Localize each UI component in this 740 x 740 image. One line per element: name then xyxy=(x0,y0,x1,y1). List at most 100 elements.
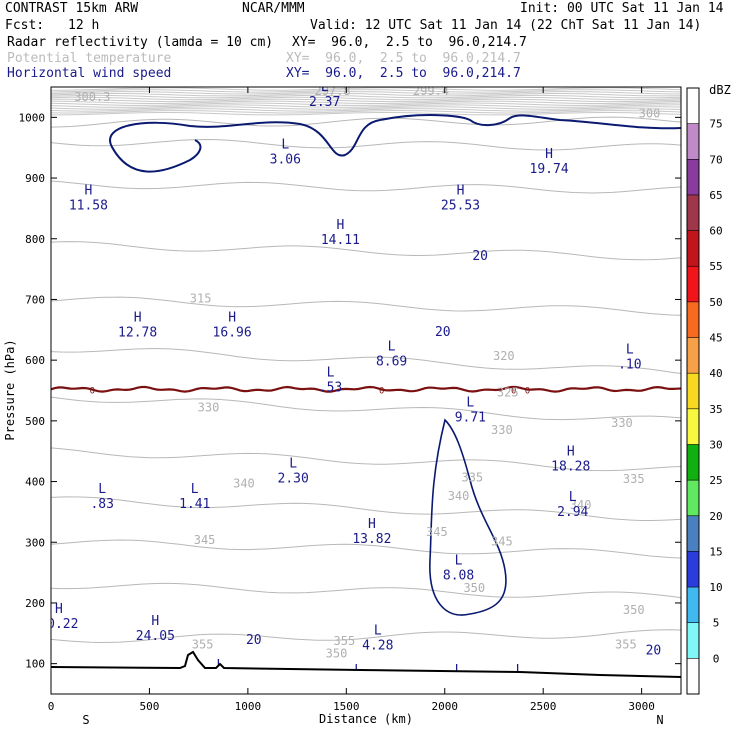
isentrope-band-line xyxy=(51,87,681,91)
wind-extremum-kind: H xyxy=(336,218,344,233)
wind-extremum-value: 19.74 xyxy=(530,162,569,177)
freezing-level-label: 0 xyxy=(511,386,516,396)
isentrope-band-line xyxy=(51,108,681,112)
theta-label: 350 xyxy=(463,581,485,595)
freezing-level-label: 0 xyxy=(525,386,530,396)
wind-extremum-kind: H xyxy=(84,183,92,198)
y-tick-label: 700 xyxy=(25,293,45,306)
colorbar-swatch xyxy=(687,301,699,338)
wind-extremum-value: 8.08 xyxy=(443,569,474,584)
theta-label: 355 xyxy=(615,637,637,651)
model-title: CONTRAST 15km ARW xyxy=(5,1,139,16)
theta-contour-305 xyxy=(51,138,681,151)
isentrope-band-line xyxy=(51,89,681,93)
colorbar-swatch xyxy=(687,480,699,517)
wind-extremum-value: 24.05 xyxy=(136,629,175,644)
colorbar-swatch xyxy=(687,194,699,231)
colorbar-label: 30 xyxy=(709,438,722,451)
wind-extremum-h: H16.96 xyxy=(213,311,252,341)
colorbar-swatch xyxy=(687,337,699,374)
theta-label: 330 xyxy=(491,423,513,437)
colorbar-swatch xyxy=(687,408,699,445)
colorbar-label: 50 xyxy=(709,296,722,309)
wind-extremum-h: H12.78 xyxy=(118,311,157,341)
field-xy-wind: XY= 96.0, 2.5 to 96.0,214.7 xyxy=(286,66,521,81)
wind-extremum-h: H25.53 xyxy=(441,183,480,213)
colorbar-label: 55 xyxy=(709,260,722,273)
isentrope-band-line xyxy=(51,100,681,104)
isentrope-band-line xyxy=(51,106,681,110)
theta-contour-335 xyxy=(51,447,681,472)
wind-extremum-kind: L xyxy=(374,623,382,638)
wind-extremum-kind: L xyxy=(327,365,335,380)
theta-label: 355 xyxy=(192,637,214,651)
theta-label: 355 xyxy=(334,634,356,648)
wind-extremum-kind: L xyxy=(455,554,463,569)
wind-extremum-value: 4.28 xyxy=(362,638,393,653)
isentrope-band-line xyxy=(51,91,681,95)
field-name-wind: Horizontal wind speed xyxy=(7,66,172,81)
wind-extremum-l: L9.71 xyxy=(455,396,486,426)
colorbar-swatch xyxy=(687,88,699,125)
isentrope-band-line xyxy=(51,94,681,99)
north-end-label: N xyxy=(656,713,663,727)
x-axis-label: Distance (km) xyxy=(319,712,413,726)
y-tick-label: 900 xyxy=(25,172,45,185)
colorbar-label: 0 xyxy=(713,652,720,665)
freezing-level-label: 0 xyxy=(379,386,384,396)
wind-extremum-value: 20.22 xyxy=(39,617,78,632)
wind-extremum-kind: H xyxy=(151,614,159,629)
wind-extremum-kind: L xyxy=(388,339,396,354)
wind-extremum-h: H20.22 xyxy=(39,602,78,632)
y-tick-label: 200 xyxy=(25,597,45,610)
theta-label: 320 xyxy=(493,349,515,363)
y-tick-label: 800 xyxy=(25,233,45,246)
isentrope-band-line xyxy=(51,96,681,101)
y-tick-label: 300 xyxy=(25,536,45,549)
theta-ground-label: 297.8 xyxy=(314,84,350,98)
theta-contour-350 xyxy=(51,582,681,599)
wind-extremum-kind: L xyxy=(191,482,199,497)
wind-extremum-kind: L xyxy=(569,490,577,505)
wind-extremum-kind: L xyxy=(516,663,524,678)
colorbar-label: 15 xyxy=(709,545,722,558)
wind-extremum-h: H14.11 xyxy=(321,218,360,248)
y-tick-label: 1000 xyxy=(19,111,46,124)
theta-label: 335 xyxy=(623,472,645,486)
colorbar-label: 45 xyxy=(709,332,722,345)
colorbar-label: 65 xyxy=(709,189,722,202)
wind-extremum-value: 2.94 xyxy=(557,505,588,520)
wind-extremum-l: L8.69 xyxy=(376,339,407,369)
y-axis-label: Pressure (hPa) xyxy=(3,339,17,440)
isentrope-band-line xyxy=(51,102,681,106)
wind-extremum-value: .83 xyxy=(90,497,113,512)
theta-label: 350 xyxy=(623,603,645,617)
x-tick-label: 500 xyxy=(140,700,160,713)
plot-frame xyxy=(50,86,682,695)
wind-contour-label: 20 xyxy=(646,644,662,659)
wind-extremum-l: L.10 xyxy=(618,342,641,372)
wind-extremum-value: 16.96 xyxy=(213,326,252,341)
field-xy-theta: XY= 96.0, 2.5 to 96.0,214.7 xyxy=(286,51,521,66)
x-tick-label: 3000 xyxy=(628,700,655,713)
wind-extremum-kind: H xyxy=(55,602,63,617)
wind-extremum-h: H11.58 xyxy=(69,183,108,213)
wind-contour-lowlevel xyxy=(429,418,507,616)
south-end-label: S xyxy=(82,713,89,727)
wind-extremum-h: H18.28 xyxy=(551,444,590,474)
theta-contour-315 xyxy=(51,241,681,261)
theta-ground-label: 300.3 xyxy=(74,90,110,104)
colorbar-swatch xyxy=(687,373,699,410)
wind-extremum-value: 8.69 xyxy=(376,354,407,369)
wind-extremum-l: L2.94 xyxy=(557,490,588,520)
theta-label: 345 xyxy=(491,534,513,548)
wind-extremum-kind: H xyxy=(134,311,142,326)
colorbar-label: 25 xyxy=(709,474,722,487)
wind-extremum-value: 18.28 xyxy=(551,459,590,474)
theta-label: 330 xyxy=(198,401,220,415)
wind-extremum-kind: H xyxy=(228,311,236,326)
theta-contour-345 xyxy=(51,539,681,559)
wind-extremum-kind: L xyxy=(321,80,329,95)
init-time: Init: 00 UTC Sat 11 Jan 14 xyxy=(520,1,724,16)
wind-extremum-h: H19.74 xyxy=(530,147,569,177)
